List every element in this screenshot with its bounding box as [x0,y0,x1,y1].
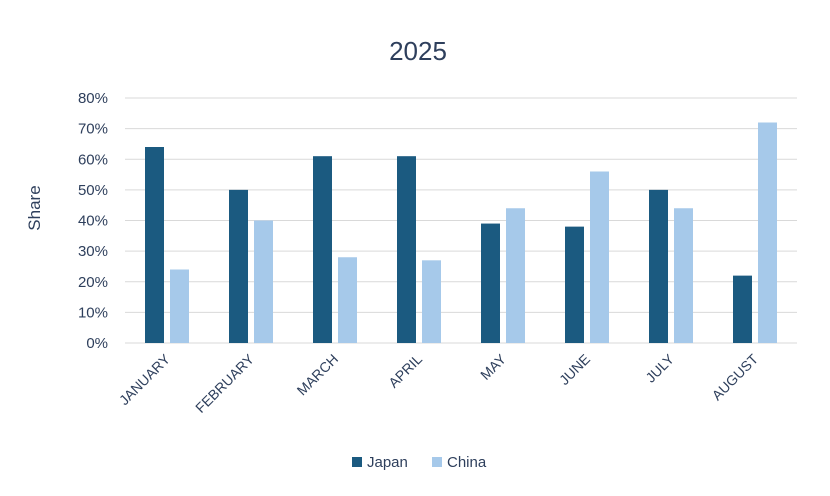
x-tick-label: AUGUST [709,350,762,403]
legend-label-china: China [447,454,487,471]
legend: Japan China [352,454,487,471]
x-tick-label: JANUARY [116,350,174,408]
bar-japan-may [481,223,500,343]
y-tick-label: 20% [78,274,108,291]
bar-china-february [254,220,273,343]
bar-china-june [590,171,609,343]
x-tick-label: MAY [477,350,509,382]
x-tick-label: JUNE [556,351,593,388]
bar-japan-august [733,275,752,343]
legend-label-japan: Japan [367,454,408,471]
y-tick-label: 30% [78,243,108,260]
bar-china-may [506,208,525,343]
x-tick-label: APRIL [385,351,425,391]
bar-japan-june [565,226,584,343]
bar-china-march [338,257,357,343]
bar-japan-february [229,189,248,343]
bar-china-july [674,208,693,343]
bar-china-august [758,122,777,343]
y-tick-label: 80% [78,90,108,107]
x-axis-ticks: JANUARY FEBRUARY MARCH APRIL MAY JUNE JULY AUGU… [116,350,762,416]
y-tick-label: 50% [78,182,108,199]
x-tick-label: FEBRUARY [192,350,258,416]
y-tick-label: 40% [78,213,108,230]
bar-japan-march [313,156,332,343]
y-tick-label: 60% [78,151,108,168]
gridlines [125,97,797,344]
y-tick-label: 70% [78,121,108,138]
x-tick-label: JULY [642,350,677,385]
legend-swatch-china [432,457,442,467]
bar-japan-july [649,189,668,343]
bars [145,122,777,343]
x-tick-label: MARCH [294,351,342,399]
chart-title: 2025 [389,36,447,66]
y-tick-label: 0% [86,335,108,352]
y-axis-ticks: 0% 10% 20% 30% 40% 50% 60% 70% 80% [78,90,108,352]
bar-china-january [170,269,189,343]
bar-japan-january [145,147,164,343]
bar-china-april [422,260,441,343]
legend-swatch-japan [352,457,362,467]
y-axis-title: Share [25,185,44,230]
y-tick-label: 10% [78,304,108,321]
bar-japan-april [397,156,416,343]
